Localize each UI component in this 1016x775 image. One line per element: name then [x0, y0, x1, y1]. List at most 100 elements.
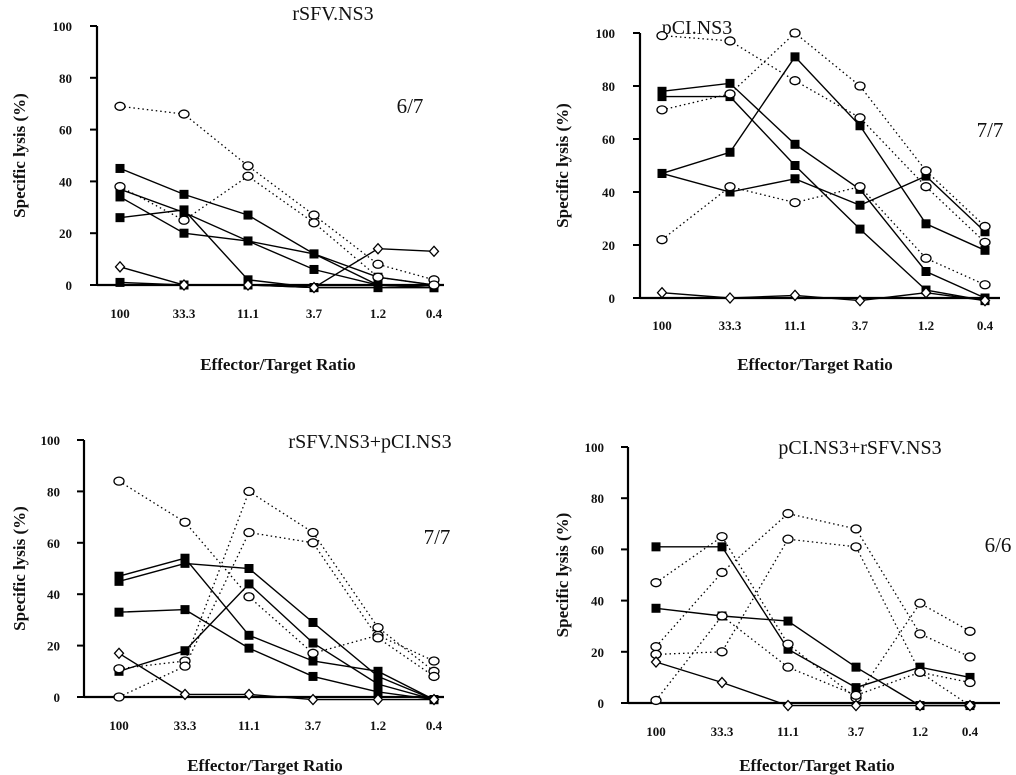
responder-ratio: 6/7	[397, 94, 424, 118]
x-axis-title: Effector/Target Ratio	[187, 756, 343, 775]
data-point-diamond	[850, 699, 862, 712]
y-tick-label: 80	[602, 79, 615, 94]
data-point-diamond	[789, 289, 801, 302]
data-point-square	[180, 558, 190, 568]
series-line-7	[118, 531, 435, 698]
data-point-circle	[113, 692, 125, 702]
data-point-diamond	[428, 693, 440, 706]
y-tick-label: 80	[47, 484, 60, 499]
series-line-8	[119, 247, 435, 289]
data-point-square	[783, 616, 793, 626]
data-point-square	[180, 646, 190, 656]
data-point-square	[855, 224, 865, 234]
x-tick-label: 11.1	[777, 724, 799, 739]
y-tick-label: 20	[591, 645, 604, 660]
data-point-square	[790, 161, 800, 170]
panel-title: rSFV.NS3+pCI.NS3	[288, 431, 451, 453]
series-line-2	[118, 562, 435, 701]
data-point-circle	[650, 695, 662, 706]
x-tick-label: 100	[110, 306, 130, 321]
y-tick-label: 60	[59, 123, 72, 138]
data-point-square	[783, 644, 793, 654]
x-tick-label: 3.7	[848, 724, 865, 739]
x-tick-label: 100	[109, 718, 129, 733]
y-tick-label: 100	[41, 433, 61, 448]
x-axis-title: Effector/Target Ratio	[200, 355, 356, 374]
data-point-diamond	[307, 693, 319, 706]
data-point-diamond	[914, 699, 926, 712]
y-tick-label: 100	[596, 26, 616, 41]
series-line-8	[661, 291, 986, 302]
chart-panel-1: 0 20 40 60 80 100 100 33.3 11.1 3.7 1.2 0.4 Effector…	[10, 3, 444, 374]
data-point-square	[915, 662, 925, 672]
data-point-square	[244, 564, 254, 573]
data-point-square	[657, 86, 667, 96]
x-tick-label: 0.4	[426, 718, 443, 733]
y-tick-label: 60	[591, 542, 604, 557]
data-point-circle	[243, 592, 255, 602]
data-point-circle	[243, 527, 255, 538]
y-tick-label: 0	[598, 696, 605, 711]
y-axis-title: Specific lysis (%)	[553, 103, 572, 228]
data-point-square	[980, 245, 990, 255]
data-point-square	[308, 671, 318, 681]
data-point-square	[114, 576, 124, 586]
data-point-circle	[656, 235, 668, 245]
data-point-circle	[914, 598, 926, 608]
data-point-diamond	[964, 699, 976, 712]
series-line-6	[118, 490, 435, 672]
series-line-3	[661, 55, 986, 251]
data-point-circle	[920, 253, 932, 263]
y-tick-label: 40	[59, 174, 72, 189]
data-point-square	[980, 227, 990, 237]
data-point-circle	[307, 648, 319, 658]
data-point-square	[179, 228, 189, 238]
data-point-square	[180, 605, 190, 615]
data-point-square	[308, 656, 318, 666]
data-point-square	[851, 662, 861, 672]
data-point-circle	[964, 626, 976, 636]
data-point-diamond	[428, 245, 440, 258]
data-point-square	[243, 236, 253, 246]
series-line-7	[655, 661, 970, 707]
data-point-square	[309, 249, 319, 259]
y-tick-label: 0	[66, 278, 73, 293]
y-tick-label: 40	[602, 185, 615, 200]
data-point-circle	[920, 182, 932, 192]
series-line-6	[655, 615, 971, 707]
data-point-circle	[307, 538, 319, 548]
x-tick-label: 1.2	[370, 306, 386, 321]
x-tick-label: 100	[652, 318, 672, 333]
series-line-7	[661, 185, 986, 286]
data-point-square	[244, 579, 254, 589]
series-line-2	[655, 607, 970, 707]
data-point-circle	[113, 664, 125, 674]
data-point-circle	[789, 28, 801, 38]
panel-title: pCI.NS3	[662, 17, 733, 39]
data-point-circle	[428, 671, 440, 682]
data-point-square	[790, 52, 800, 62]
y-axis-title: Specific lysis (%)	[10, 506, 29, 631]
responder-ratio: 7/7	[977, 118, 1004, 142]
data-point-circle	[372, 272, 384, 282]
data-point-circle	[179, 661, 191, 671]
data-point-circle	[114, 101, 126, 111]
data-point-square	[725, 147, 735, 157]
data-point-square	[179, 205, 189, 215]
data-point-diamond	[650, 656, 662, 669]
data-point-square	[373, 283, 383, 293]
data-point-circle	[178, 109, 190, 119]
data-point-diamond	[372, 693, 384, 706]
data-point-diamond	[372, 242, 384, 255]
panel-title: pCI.NS3+rSFV.NS3	[778, 437, 941, 459]
data-point-square	[651, 542, 661, 552]
data-point-diamond	[782, 699, 794, 712]
data-point-circle	[428, 656, 440, 666]
data-point-circle	[789, 197, 801, 208]
data-point-circle	[979, 221, 991, 232]
x-tick-label: 33.3	[174, 718, 197, 733]
y-tick-label: 20	[602, 238, 615, 253]
data-point-circle	[178, 215, 190, 225]
data-point-square	[373, 671, 383, 681]
